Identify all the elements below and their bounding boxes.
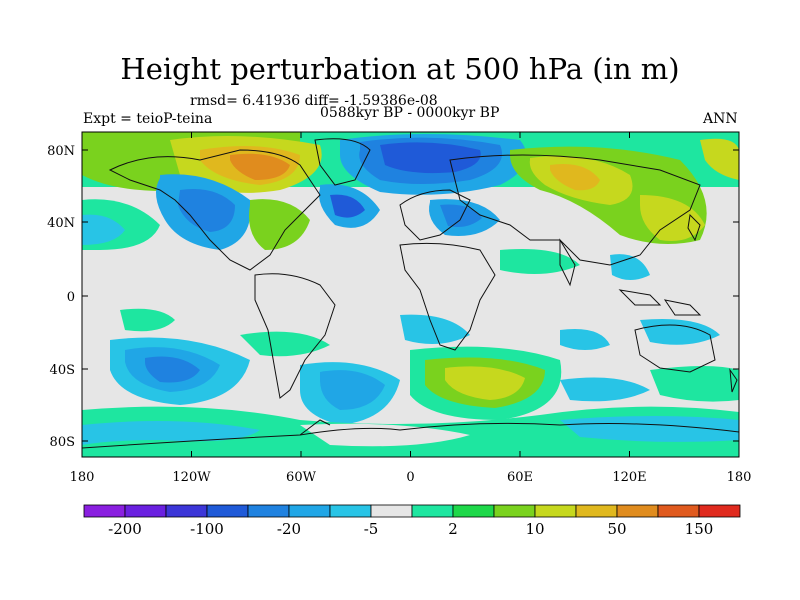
colorbar-swatch xyxy=(329,504,372,518)
contour-region xyxy=(380,142,481,174)
colorbar-swatch xyxy=(124,504,167,518)
colorbar-label: -5 xyxy=(364,520,379,538)
chart-title: Height perturbation at 500 hPa (in m) xyxy=(120,52,680,86)
longitude-axis: 180 120W 60W 0 60E 120E 180 xyxy=(70,132,752,485)
colorbar-swatch xyxy=(452,504,495,518)
contour-region xyxy=(445,366,525,400)
colorbar-swatch xyxy=(698,504,741,518)
season-label: ANN xyxy=(703,111,738,127)
colorbar-swatch xyxy=(616,504,659,518)
colorbar-label: -100 xyxy=(190,520,224,538)
lat-label: 80S xyxy=(50,435,75,450)
colorbar-swatch xyxy=(288,504,331,518)
colorbar-swatch xyxy=(657,504,700,518)
contour-region xyxy=(230,153,290,180)
colorbar-label: 50 xyxy=(607,520,626,538)
lat-label: 80N xyxy=(47,144,75,159)
lon-label: 60W xyxy=(286,470,317,485)
contour-region xyxy=(82,421,260,445)
colorbar-swatch xyxy=(247,504,290,518)
contour-region xyxy=(610,254,650,280)
colorbar-swatch xyxy=(206,504,249,518)
colorbar-label: 2 xyxy=(448,520,458,538)
lat-label: 40N xyxy=(47,216,75,231)
contour-region xyxy=(550,164,600,191)
contour-region xyxy=(120,308,175,332)
lon-label: 180 xyxy=(727,470,752,485)
contour-region xyxy=(650,366,739,402)
contour-region xyxy=(560,377,650,402)
colorbar-swatch xyxy=(370,504,413,518)
contour-region xyxy=(320,370,385,410)
colorbar: -200 -100 -20 -5 2 10 50 150 xyxy=(83,504,741,538)
coastlines xyxy=(82,138,739,449)
contour-region xyxy=(560,329,610,350)
lon-label: 120E xyxy=(612,470,646,485)
colorbar-swatch xyxy=(83,504,126,518)
contour-region xyxy=(700,138,739,180)
colorbar-swatch xyxy=(165,504,208,518)
contour-region xyxy=(330,194,365,218)
colorbar-swatch xyxy=(534,504,577,518)
stats-line: rmsd= 6.41936 diff= -1.59386e-08 xyxy=(190,93,438,109)
contour-region xyxy=(240,331,330,357)
lat-label: 0 xyxy=(67,290,75,305)
latitude-axis: 80N 40N 0 40S 80S xyxy=(47,144,739,450)
colorbar-swatch xyxy=(411,504,454,518)
lon-label: 60E xyxy=(507,470,533,485)
contour-region xyxy=(178,189,235,232)
colorbar-label: 10 xyxy=(525,520,544,538)
lon-label: 180 xyxy=(70,470,95,485)
contour-region xyxy=(249,199,310,250)
colorbar-label: -20 xyxy=(277,520,301,538)
contour-region xyxy=(82,214,125,245)
colorbar-label: 150 xyxy=(685,520,714,538)
contour-region xyxy=(145,356,200,383)
lat-label: 40S xyxy=(50,363,75,378)
period-label: 0588kyr BP - 0000kyr BP xyxy=(320,105,500,121)
colorbar-swatch xyxy=(575,504,618,518)
colorbar-swatch xyxy=(493,504,536,518)
colorbar-label: -200 xyxy=(108,520,142,538)
contour-region xyxy=(440,204,482,227)
contour-region xyxy=(560,416,739,442)
lon-label: 0 xyxy=(406,470,414,485)
lon-label: 120W xyxy=(172,470,211,485)
contour-region xyxy=(400,314,470,344)
experiment-label: Expt = teioP-teina xyxy=(83,111,213,127)
